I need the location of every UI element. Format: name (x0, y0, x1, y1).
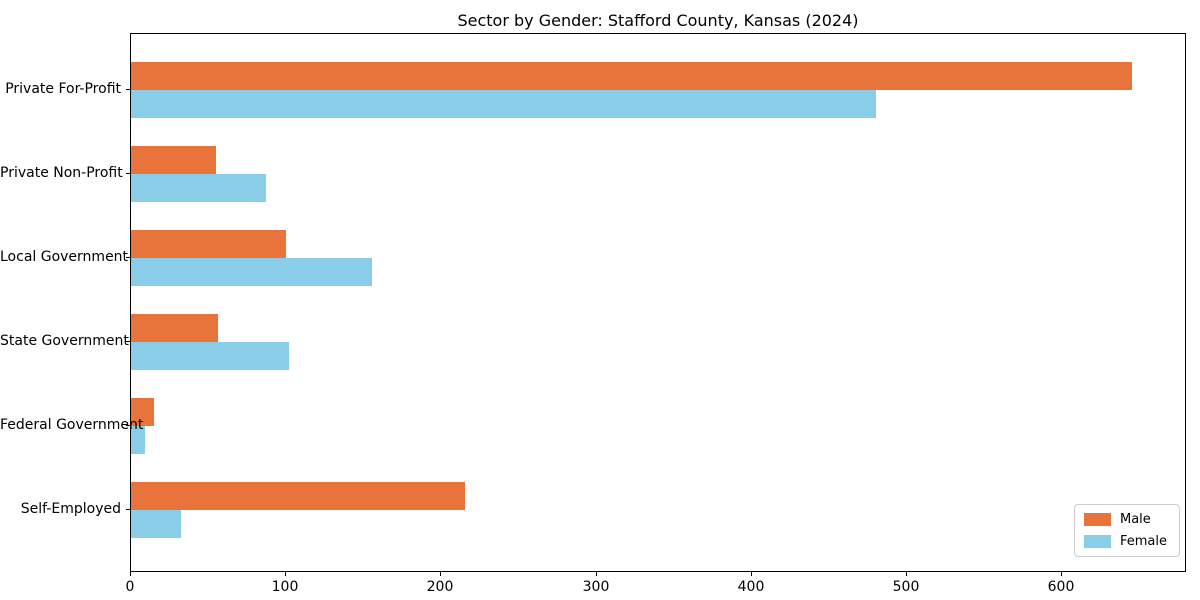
legend-item-female: Female (1083, 534, 1167, 549)
bar-private-non-profit-male (131, 146, 216, 174)
x-tick-mark-0 (130, 572, 131, 576)
legend-label-male: Male (1119, 512, 1151, 527)
x-tick-mark-200 (440, 572, 441, 576)
bar-private-non-profit-female (131, 174, 266, 202)
x-tick-label-200: 200 (426, 579, 454, 595)
y-tick-label-self-employed: Self-Employed (20, 501, 121, 517)
x-tick-mark-600 (1061, 572, 1062, 576)
bar-federal-government-male (131, 398, 154, 426)
x-tick-mark-400 (751, 572, 752, 576)
y-tick-label-private-non-profit: Private Non-Profit (0, 165, 123, 181)
chart-title: Sector by Gender: Stafford County, Kansa… (457, 11, 859, 30)
legend-item-male: Male (1083, 512, 1167, 527)
bar-local-government-male (131, 230, 286, 258)
x-tick-mark-500 (906, 572, 907, 576)
x-tick-label-100: 100 (271, 579, 299, 595)
y-tick-label-state-government: State Government (0, 333, 129, 349)
y-tick-mark-state-government (126, 341, 130, 342)
plot-area: Male Female (130, 33, 1186, 572)
y-tick-mark-private-for-profit (126, 89, 130, 90)
bar-self-employed-female (131, 510, 181, 538)
bar-private-for-profit-male (131, 62, 1132, 90)
y-tick-mark-private-non-profit (126, 173, 130, 174)
legend-swatch-male (1083, 513, 1111, 526)
y-tick-label-federal-government: Federal Government (0, 417, 144, 433)
bar-state-government-male (131, 314, 218, 342)
bar-local-government-female (131, 258, 372, 286)
x-tick-label-0: 0 (125, 579, 135, 595)
legend-label-female: Female (1119, 534, 1167, 549)
x-tick-label-300: 300 (582, 579, 610, 595)
x-tick-label-500: 500 (892, 579, 920, 595)
y-tick-mark-local-government (126, 257, 130, 258)
y-tick-label-private-for-profit: Private For-Profit (5, 81, 121, 97)
bar-self-employed-male (131, 482, 465, 510)
x-tick-label-400: 400 (737, 579, 765, 595)
x-tick-label-600: 600 (1047, 579, 1075, 595)
bar-federal-government-female (131, 426, 145, 454)
legend-swatch-female (1083, 535, 1111, 548)
x-tick-mark-100 (285, 572, 286, 576)
bar-state-government-female (131, 342, 289, 370)
y-tick-mark-federal-government (126, 425, 130, 426)
x-tick-mark-300 (596, 572, 597, 576)
y-tick-mark-self-employed (126, 509, 130, 510)
bar-private-for-profit-female (131, 90, 876, 118)
legend: Male Female (1073, 504, 1180, 557)
y-tick-label-local-government: Local Government (0, 249, 129, 265)
